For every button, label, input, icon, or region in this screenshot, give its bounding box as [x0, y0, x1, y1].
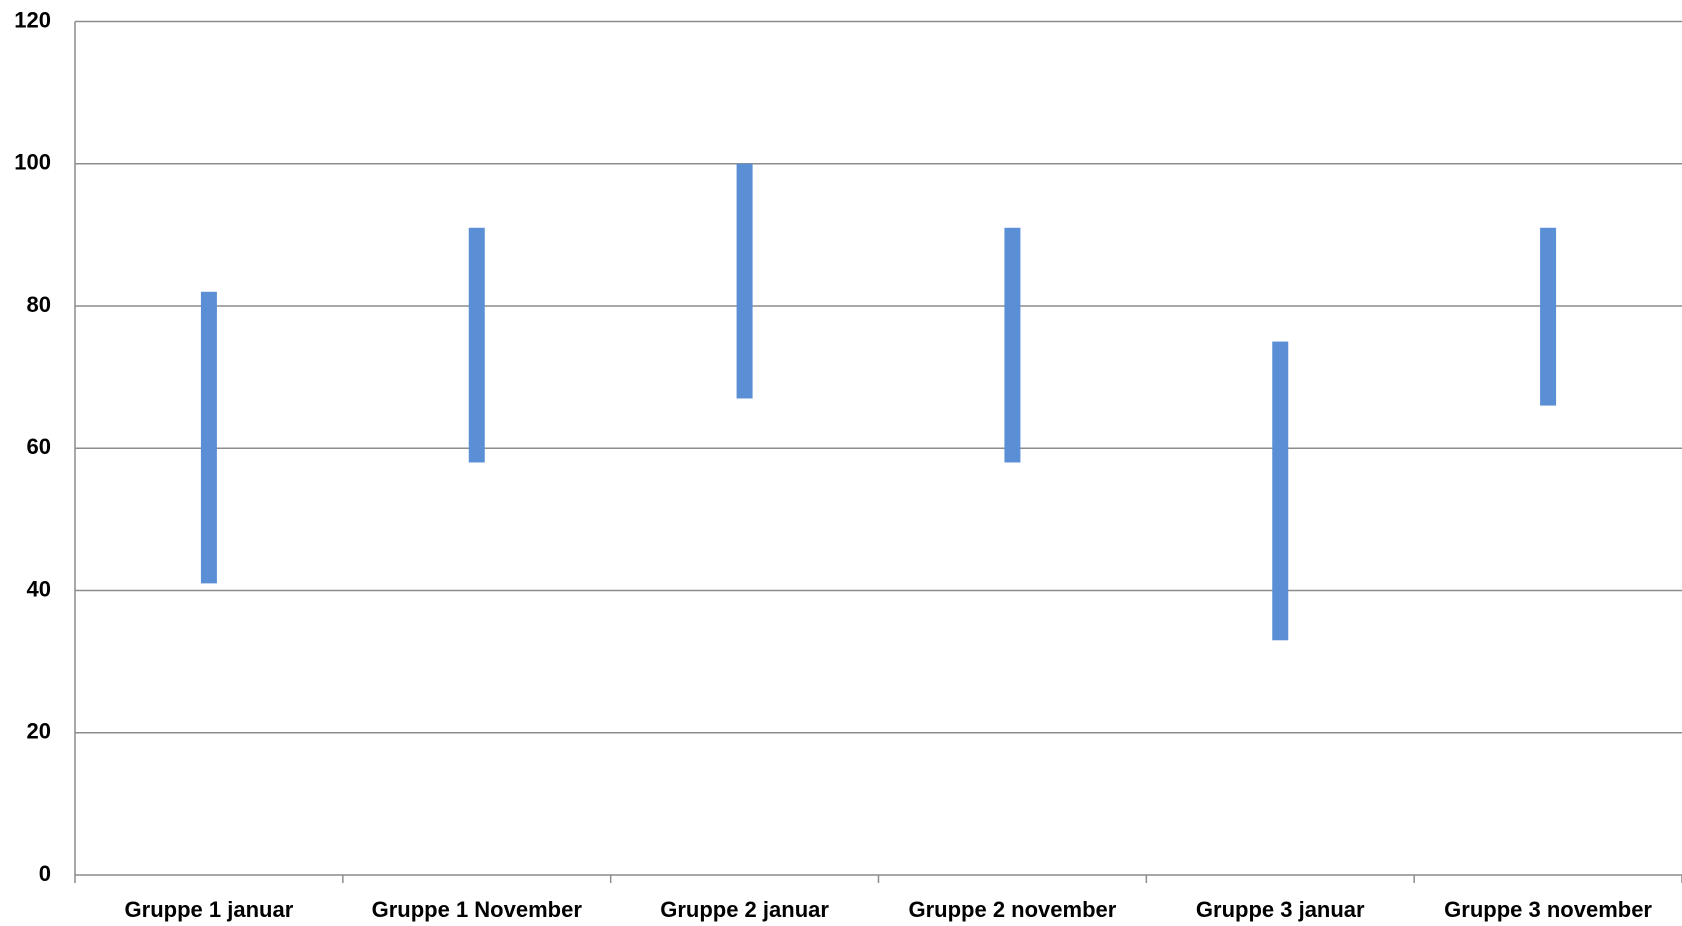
range-bar — [468, 227, 485, 463]
y-tick-label: 100 — [14, 150, 51, 175]
x-tick-label: Gruppe 3 januar — [1196, 897, 1365, 922]
range-bar — [1540, 227, 1557, 406]
y-tick-label: 0 — [39, 861, 51, 886]
range-bar — [1004, 227, 1021, 463]
y-tick-label: 60 — [27, 434, 51, 459]
y-tick-label: 20 — [27, 719, 51, 744]
x-tick-label: Gruppe 2 januar — [660, 897, 829, 922]
x-tick-label: Gruppe 1 November — [372, 897, 583, 922]
range-bar — [736, 163, 753, 399]
y-tick-label: 120 — [14, 7, 51, 32]
x-tick-label: Gruppe 3 november — [1444, 897, 1652, 922]
range-bar — [200, 291, 217, 584]
x-tick-label: Gruppe 2 november — [908, 897, 1116, 922]
y-tick-label: 80 — [27, 292, 51, 317]
x-tick-label: Gruppe 1 januar — [125, 897, 294, 922]
y-tick-label: 40 — [27, 576, 51, 601]
range-bar — [1272, 341, 1289, 641]
